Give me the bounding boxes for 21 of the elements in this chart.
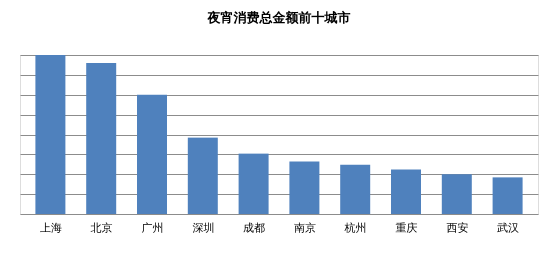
bar — [35, 55, 66, 214]
bar — [137, 94, 167, 214]
bar — [340, 164, 370, 214]
bar — [442, 174, 472, 214]
x-tick-label: 北京 — [90, 222, 113, 234]
x-tick-label: 杭州 — [344, 222, 367, 234]
x-tick-label: 成都 — [243, 222, 266, 234]
x-tick-label: 西安 — [446, 222, 468, 234]
bar — [492, 177, 523, 214]
x-tick-label: 武汉 — [497, 222, 520, 234]
x-tick-label: 重庆 — [396, 222, 418, 234]
bar — [238, 154, 269, 214]
x-tick-label: 南京 — [294, 222, 316, 234]
chart-title: 夜宵消费总金额前十城市 — [206, 10, 350, 26]
x-tick-label: 上海 — [40, 222, 62, 234]
bar — [86, 62, 116, 214]
x-tick-label: 广州 — [142, 222, 164, 234]
bar — [289, 162, 320, 214]
bar — [188, 138, 218, 214]
bar — [391, 169, 421, 214]
x-tick-label: 深圳 — [192, 222, 214, 234]
